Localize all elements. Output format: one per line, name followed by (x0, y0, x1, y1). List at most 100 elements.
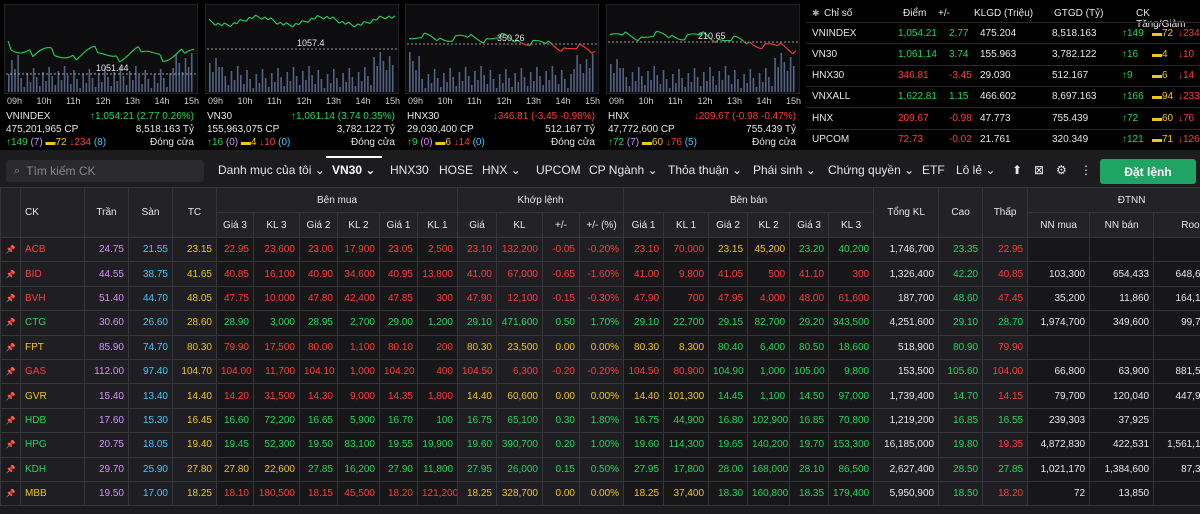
ask-vol-2[interactable]: 1,000 (747, 358, 791, 385)
bid-price-2[interactable]: 23.00 (299, 236, 338, 263)
ask-vol-3[interactable]: 40,200 (828, 236, 875, 263)
table-row[interactable]: 📌 BVH 51.40 44.70 48.05 47.75 10,000 47.80 42,40… (0, 285, 1200, 312)
ticker-cell[interactable]: MBB (20, 480, 85, 507)
ask-price-1[interactable]: 16.75 (623, 407, 665, 434)
bid-vol-2[interactable]: 2,700 (337, 310, 380, 336)
bid-price-1[interactable]: 27.90 (379, 456, 418, 482)
bid-vol-3[interactable]: 22,600 (253, 456, 300, 482)
bid-vol-1[interactable]: 400 (417, 358, 458, 385)
bid-vol-3[interactable]: 10,000 (253, 285, 300, 312)
bid-vol-1[interactable]: 11,800 (417, 456, 458, 482)
ask-price-1[interactable]: 14.40 (623, 383, 665, 409)
mini-chart-vnindex[interactable]: 1051.44 09h 10h 11h 12h 13h 14h 15h VNINDEX ↑1,05… (4, 4, 199, 149)
ask-price-2[interactable]: 41.05 (708, 261, 749, 287)
ask-vol-2[interactable]: 500 (747, 261, 791, 287)
bid-vol-1[interactable]: 200 (417, 334, 458, 360)
ask-price-3[interactable]: 19.70 (789, 432, 830, 458)
ticker-cell[interactable]: FPT (20, 334, 85, 360)
bid-vol-3[interactable]: 180,500 (253, 480, 300, 507)
ask-vol-2[interactable]: 45,200 (747, 236, 791, 263)
tab-hose[interactable]: HOSE (439, 163, 474, 177)
index-row-hnx[interactable]: HNX 209.67 -0.98 47.773 755.439 ↑72 ▬60 ↓76 (806, 107, 1200, 128)
bid-vol-2[interactable]: 42,400 (337, 285, 380, 312)
ask-price-1[interactable]: 19.60 (623, 432, 665, 458)
ask-price-1[interactable]: 47.90 (623, 285, 665, 312)
pin-icon[interactable]: 📌 (0, 358, 21, 385)
ask-vol-3[interactable]: 70,800 (828, 407, 875, 434)
tab-negotiated[interactable]: Thỏa thuận ⌄ (668, 163, 743, 177)
index-row-vn30[interactable]: VN30 1,061.14 3.74 155.963 3,782.122 ↑16 ▬4 ↓10 (806, 43, 1200, 64)
ticker-cell[interactable]: KDH (20, 456, 85, 482)
ask-vol-3[interactable]: 153,300 (828, 432, 875, 458)
ask-price-2[interactable]: 80.40 (708, 334, 749, 360)
bid-vol-2[interactable]: 1,000 (337, 358, 380, 385)
bid-price-3[interactable]: 28.90 (216, 310, 254, 336)
bid-vol-3[interactable]: 72,200 (253, 407, 300, 434)
bid-vol-1[interactable]: 100 (417, 407, 458, 434)
ticker-cell[interactable]: BVH (20, 285, 85, 312)
ask-price-2[interactable]: 14.45 (708, 383, 749, 409)
bid-price-3[interactable]: 27.80 (216, 456, 254, 482)
excel-export-icon[interactable]: ⊠ (1034, 163, 1045, 177)
ticker-cell[interactable]: CTG (20, 310, 85, 336)
index-row-upcom[interactable]: UPCOM 72.73 -0.02 21.761 320.349 ↑121 ▬71 ↓126 (806, 128, 1200, 150)
ask-vol-2[interactable]: 160,800 (747, 480, 791, 507)
bid-price-1[interactable]: 29.00 (379, 310, 418, 336)
ask-vol-1[interactable]: 70,000 (663, 236, 710, 263)
bid-vol-3[interactable]: 31,500 (253, 383, 300, 409)
ask-vol-3[interactable]: 343,500 (828, 310, 875, 336)
mini-chart-hnx30[interactable]: 350.26 09h 10h 11h 12h 13h 14h 15h HNX30 ↓346.81 … (405, 4, 600, 149)
bid-price-1[interactable]: 19.55 (379, 432, 418, 458)
ask-price-3[interactable]: 105.00 (789, 358, 830, 385)
table-row[interactable]: 📌 BID 44.55 38.75 41.65 40.85 16,100 40.90 34,60… (0, 261, 1200, 287)
pin-icon[interactable]: 📌 (0, 383, 21, 409)
bid-price-1[interactable]: 47.85 (379, 285, 418, 312)
pin-icon[interactable]: 📌 (0, 334, 21, 360)
bid-price-1[interactable]: 40.95 (379, 261, 418, 287)
bid-vol-1[interactable]: 300 (417, 285, 458, 312)
bid-price-1[interactable]: 23.05 (379, 236, 418, 263)
mini-chart-hnx[interactable]: 210.65 09h 10h 11h 12h 13h 14h 15h HNX ↓209.67 (-… (606, 4, 801, 149)
pin-icon[interactable]: 📌 (0, 432, 21, 458)
bid-price-2[interactable]: 16.65 (299, 407, 338, 434)
table-row[interactable]: 📌 GVR 15.40 13.40 14.40 14.20 31,500 14.30 9,000… (0, 383, 1200, 409)
bid-vol-1[interactable]: 121,200 (417, 480, 458, 507)
bid-vol-2[interactable]: 1,100 (337, 334, 380, 360)
bid-price-3[interactable]: 40.85 (216, 261, 254, 287)
ask-price-2[interactable]: 19.65 (708, 432, 749, 458)
table-row[interactable]: 📌 ACB 24.75 21.55 23.15 22.95 23,600 23.00 17,90… (0, 236, 1200, 263)
ask-price-3[interactable]: 80.50 (789, 334, 830, 360)
bid-vol-2[interactable]: 9,000 (337, 383, 380, 409)
ask-vol-1[interactable]: 8,300 (663, 334, 710, 360)
ask-vol-1[interactable]: 37,400 (663, 480, 710, 507)
more-menu-icon[interactable]: ⋮ (1080, 163, 1092, 177)
ask-vol-3[interactable]: 179,400 (828, 480, 875, 507)
bid-price-2[interactable]: 40.90 (299, 261, 338, 287)
ask-vol-1[interactable]: 17,800 (663, 456, 710, 482)
search-input[interactable]: ⌕ Tìm kiếm CK (6, 160, 204, 182)
tab-upcom[interactable]: UPCOM (536, 163, 581, 177)
bid-price-1[interactable]: 80.10 (379, 334, 418, 360)
ask-price-3[interactable]: 16.85 (789, 407, 830, 434)
ask-price-2[interactable]: 18.30 (708, 480, 749, 507)
settings-gear-icon[interactable]: ✱ (812, 8, 820, 18)
ask-price-2[interactable]: 29.15 (708, 310, 749, 336)
ask-vol-3[interactable]: 97,000 (828, 383, 875, 409)
ask-vol-2[interactable]: 102,900 (747, 407, 791, 434)
bid-price-2[interactable]: 14.30 (299, 383, 338, 409)
ask-vol-1[interactable]: 700 (663, 285, 710, 312)
ask-price-1[interactable]: 104.50 (623, 358, 665, 385)
bid-vol-2[interactable]: 83,100 (337, 432, 380, 458)
table-row[interactable]: 📌 CTG 30.60 26.60 28.60 28.90 3,000 28.95 2,700 2… (0, 310, 1200, 336)
ask-vol-2[interactable]: 82,700 (747, 310, 791, 336)
ask-vol-3[interactable]: 61,600 (828, 285, 875, 312)
bid-price-3[interactable]: 22.95 (216, 236, 254, 263)
bid-price-2[interactable]: 19.50 (299, 432, 338, 458)
ask-price-3[interactable]: 48.00 (789, 285, 830, 312)
ask-price-3[interactable]: 14.50 (789, 383, 830, 409)
bid-vol-3[interactable]: 23,600 (253, 236, 300, 263)
ticker-cell[interactable]: BID (20, 261, 85, 287)
ticker-cell[interactable]: GVR (20, 383, 85, 409)
bid-vol-2[interactable]: 17,900 (337, 236, 380, 263)
bid-vol-2[interactable]: 5,900 (337, 407, 380, 434)
